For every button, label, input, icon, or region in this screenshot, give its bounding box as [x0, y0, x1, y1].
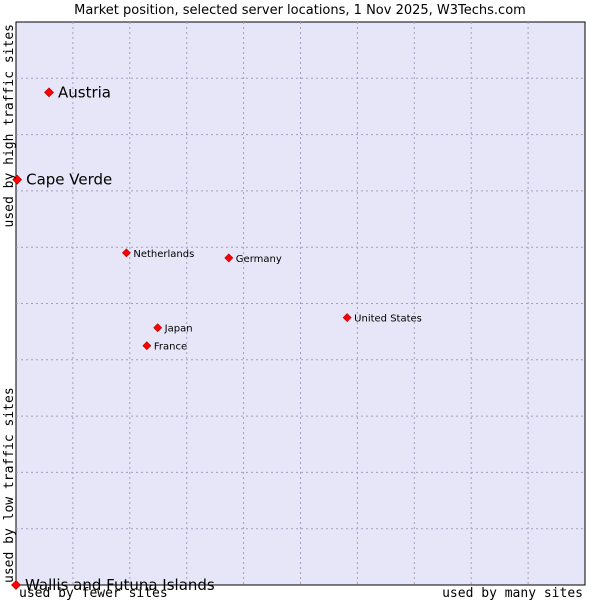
data-points: Austria Cape Verde Netherlands Germany Unite…: [11, 83, 422, 594]
point-japan: [153, 323, 163, 333]
x-axis-label-right: used by many sites: [442, 586, 583, 600]
chart-title: Market position, selected server locatio…: [74, 3, 526, 18]
point-label-japan: Japan: [164, 324, 193, 335]
point-austria: [44, 87, 54, 98]
point-cape-verde: [12, 174, 23, 185]
point-label-germany: Germany: [236, 254, 282, 265]
point-label-wallis-and-futuna-islands: Wallis and Futuna Islands: [25, 576, 215, 594]
x-axis-label-left: used by fewer sites: [19, 586, 168, 600]
point-label-united-states: United States: [354, 314, 422, 325]
point-wallis-and-futuna-islands: [11, 580, 21, 590]
point-united-states: [342, 313, 352, 322]
point-france: [142, 341, 152, 351]
point-label-france: France: [154, 342, 187, 353]
y-axis-label-low: used by low traffic sites: [2, 387, 17, 583]
y-axis-label-high: used by high traffic sites: [2, 24, 17, 228]
point-germany: [224, 253, 234, 263]
point-label-austria: Austria: [58, 83, 111, 101]
grid-lines: [16, 22, 585, 585]
point-label-netherlands: Netherlands: [133, 249, 194, 260]
point-netherlands: [121, 248, 131, 258]
point-label-cape-verde: Cape Verde: [26, 171, 112, 189]
